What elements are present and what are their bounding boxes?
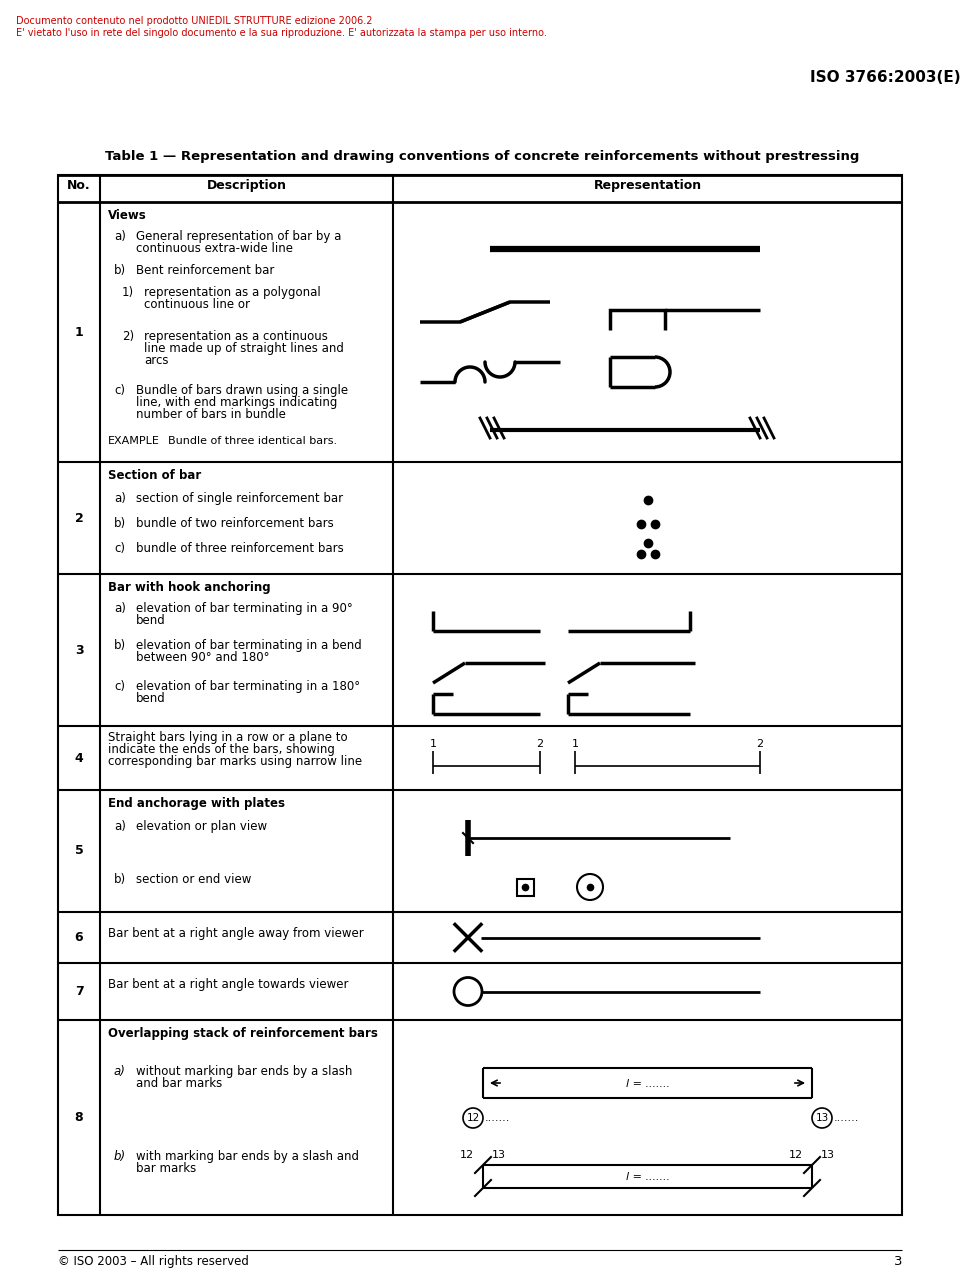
Text: bundle of two reinforcement bars: bundle of two reinforcement bars	[136, 517, 334, 530]
Text: continuous extra-wide line: continuous extra-wide line	[136, 242, 293, 255]
Text: a): a)	[114, 493, 126, 505]
Text: 4: 4	[75, 751, 84, 764]
Text: bar marks: bar marks	[136, 1163, 196, 1175]
Text: a): a)	[114, 1065, 126, 1078]
Text: b): b)	[114, 264, 126, 276]
Text: Straight bars lying in a row or a plane to: Straight bars lying in a row or a plane …	[108, 730, 348, 745]
Text: section of single reinforcement bar: section of single reinforcement bar	[136, 493, 343, 505]
Text: c): c)	[114, 680, 125, 693]
Text: 12: 12	[467, 1112, 480, 1123]
Text: a): a)	[114, 230, 126, 243]
Text: l = .......: l = .......	[626, 1173, 669, 1183]
Text: arcs: arcs	[144, 354, 169, 367]
Text: 3: 3	[894, 1255, 902, 1268]
Text: continuous line or: continuous line or	[144, 298, 250, 311]
Text: Documento contenuto nel prodotto UNIEDIL STRUTTURE edizione 2006.2: Documento contenuto nel prodotto UNIEDIL…	[16, 15, 372, 26]
Bar	[516, 878, 534, 895]
Text: line made up of straight lines and: line made up of straight lines and	[144, 342, 344, 355]
Text: Bundle of three identical bars.: Bundle of three identical bars.	[168, 436, 337, 446]
Text: Views: Views	[108, 210, 147, 222]
Text: 12: 12	[789, 1150, 804, 1160]
Text: Description: Description	[206, 179, 286, 192]
Text: .......: .......	[485, 1112, 511, 1123]
Text: Bar bent at a right angle towards viewer: Bar bent at a right angle towards viewer	[108, 977, 348, 992]
Text: elevation of bar terminating in a 180°: elevation of bar terminating in a 180°	[136, 680, 360, 693]
Text: EXAMPLE: EXAMPLE	[108, 436, 160, 446]
Bar	[58, 175, 902, 1215]
Text: with marking bar ends by a slash and: with marking bar ends by a slash and	[136, 1150, 359, 1163]
Text: 2): 2)	[122, 331, 134, 343]
Text: b): b)	[114, 1150, 126, 1163]
Text: section or end view: section or end view	[136, 873, 252, 886]
Text: elevation of bar terminating in a bend: elevation of bar terminating in a bend	[136, 639, 362, 652]
Text: Overlapping stack of reinforcement bars: Overlapping stack of reinforcement bars	[108, 1028, 378, 1040]
Text: 8: 8	[75, 1111, 84, 1124]
Text: 2: 2	[75, 512, 84, 525]
Text: and bar marks: and bar marks	[136, 1076, 223, 1091]
Text: 2: 2	[756, 739, 763, 748]
Text: 13: 13	[815, 1112, 828, 1123]
Text: Representation: Representation	[593, 179, 702, 192]
Text: Table 1 — Representation and drawing conventions of concrete reinforcements with: Table 1 — Representation and drawing con…	[105, 150, 859, 163]
Text: number of bars in bundle: number of bars in bundle	[136, 408, 286, 421]
Text: l = .......: l = .......	[626, 1079, 669, 1089]
Text: representation as a polygonal: representation as a polygonal	[144, 285, 321, 300]
Text: No.: No.	[67, 179, 91, 192]
Text: 13: 13	[492, 1150, 506, 1160]
Text: between 90° and 180°: between 90° and 180°	[136, 651, 270, 664]
Text: Section of bar: Section of bar	[108, 469, 202, 482]
Text: c): c)	[114, 385, 125, 397]
Text: corresponding bar marks using narrow line: corresponding bar marks using narrow lin…	[108, 755, 362, 768]
Text: a): a)	[114, 602, 126, 615]
Text: bend: bend	[136, 692, 166, 705]
Text: 1): 1)	[122, 285, 134, 300]
Text: 1: 1	[75, 325, 84, 338]
Text: 7: 7	[75, 985, 84, 998]
Text: b): b)	[114, 517, 126, 530]
Text: representation as a continuous: representation as a continuous	[144, 331, 328, 343]
Text: General representation of bar by a: General representation of bar by a	[136, 230, 342, 243]
Text: E' vietato l'uso in rete del singolo documento e la sua riproduzione. E' autoriz: E' vietato l'uso in rete del singolo doc…	[16, 28, 547, 39]
Text: b): b)	[114, 873, 126, 886]
Text: Bar with hook anchoring: Bar with hook anchoring	[108, 581, 271, 594]
Text: b): b)	[114, 639, 126, 652]
Text: without marking bar ends by a slash: without marking bar ends by a slash	[136, 1065, 352, 1078]
Text: 1: 1	[429, 739, 437, 748]
Text: bend: bend	[136, 613, 166, 628]
Text: 1: 1	[571, 739, 579, 748]
Text: 6: 6	[75, 931, 84, 944]
Text: 13: 13	[821, 1150, 835, 1160]
Text: elevation of bar terminating in a 90°: elevation of bar terminating in a 90°	[136, 602, 352, 615]
Text: 3: 3	[75, 643, 84, 656]
Text: Bundle of bars drawn using a single: Bundle of bars drawn using a single	[136, 385, 348, 397]
Text: 5: 5	[75, 845, 84, 858]
Text: line, with end markings indicating: line, with end markings indicating	[136, 396, 337, 409]
Text: 2: 2	[537, 739, 543, 748]
Text: © ISO 2003 – All rights reserved: © ISO 2003 – All rights reserved	[58, 1255, 249, 1268]
Text: End anchorage with plates: End anchorage with plates	[108, 797, 285, 810]
Text: 12: 12	[460, 1150, 474, 1160]
Text: bundle of three reinforcement bars: bundle of three reinforcement bars	[136, 541, 344, 556]
Text: .......: .......	[834, 1112, 859, 1123]
Text: indicate the ends of the bars, showing: indicate the ends of the bars, showing	[108, 743, 335, 756]
Text: Bar bent at a right angle away from viewer: Bar bent at a right angle away from view…	[108, 927, 364, 940]
Text: ISO 3766:2003(E): ISO 3766:2003(E)	[810, 69, 960, 85]
Text: elevation or plan view: elevation or plan view	[136, 820, 267, 833]
Text: Bent reinforcement bar: Bent reinforcement bar	[136, 264, 275, 276]
Text: a): a)	[114, 820, 126, 833]
Text: c): c)	[114, 541, 125, 556]
